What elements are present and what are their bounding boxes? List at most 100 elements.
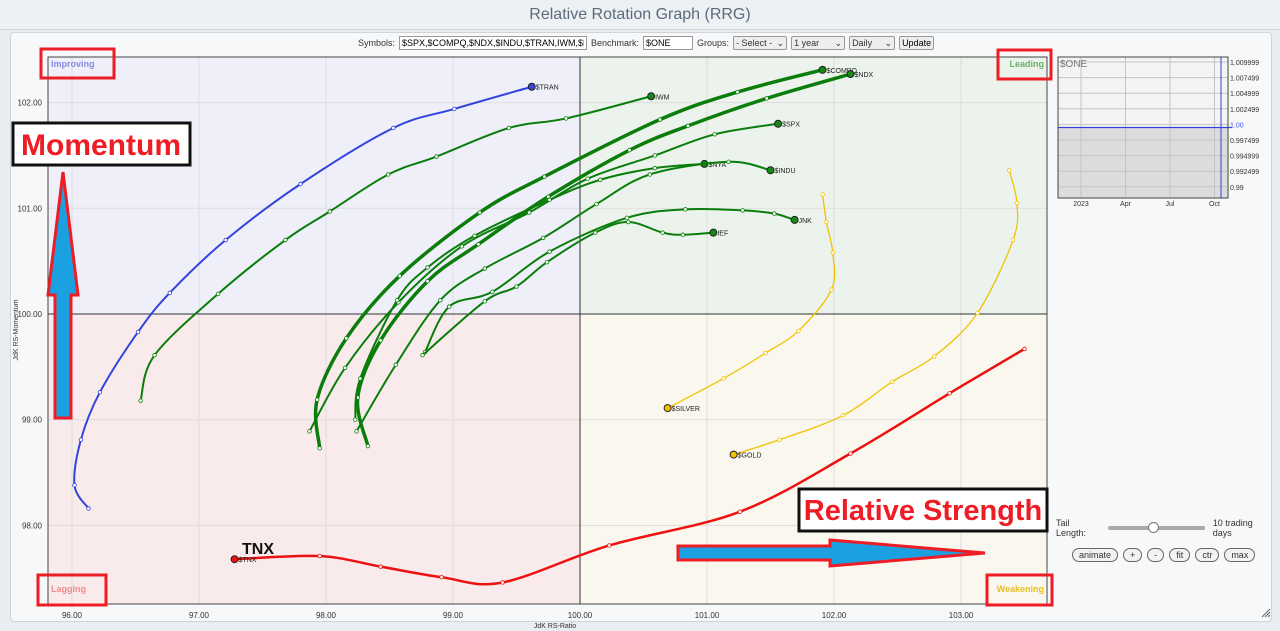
series-tail-point	[327, 209, 333, 214]
series-tail-point	[830, 250, 835, 255]
x-tick-label: 103.00	[949, 611, 974, 620]
series-tail-point	[1014, 200, 1020, 206]
groups-select[interactable]: - Select - ⌄	[733, 36, 788, 50]
series-tail-point	[829, 287, 834, 292]
control-button-3[interactable]: fit	[1169, 548, 1191, 562]
series-nya[interactable]: $NYA	[353, 159, 727, 422]
symbols-input[interactable]	[399, 36, 588, 50]
series-head-point[interactable]	[766, 166, 775, 175]
series-head-point[interactable]	[230, 555, 239, 564]
series-tail-point	[472, 233, 477, 238]
mini-y-tick: 1.007499	[1230, 76, 1259, 83]
series-tail-point	[544, 260, 550, 265]
series-head-point[interactable]	[663, 404, 672, 413]
update-button[interactable]: Update	[899, 36, 935, 50]
control-button-1[interactable]: +	[1123, 548, 1143, 562]
mini-x-tick: Jul	[1166, 201, 1175, 208]
series-tail-point	[563, 116, 569, 121]
series-label: $SILVER	[672, 406, 700, 413]
series-tail-point	[138, 398, 143, 403]
series-head-point[interactable]	[729, 450, 738, 459]
series-tail-point	[975, 310, 980, 316]
series-tail-point	[712, 132, 717, 137]
series-tail-point	[386, 172, 391, 177]
series-tail-point	[477, 210, 482, 215]
mini-x-tick: Apr	[1120, 201, 1132, 208]
series-tail-point	[593, 230, 598, 235]
page-title: Relative Rotation Graph (RRG)	[0, 0, 1280, 30]
series-tail-point	[627, 147, 632, 153]
series-tail-point	[740, 208, 745, 213]
annotation-box	[985, 573, 1054, 607]
tail-length-slider[interactable]	[1108, 522, 1205, 533]
y-axis-label: JdK RS-Momentum	[13, 299, 20, 360]
series-spx[interactable]: $SPX	[307, 119, 801, 434]
chevron-down-icon: ⌄	[776, 37, 785, 48]
series-tail-point	[824, 219, 829, 225]
control-button-4[interactable]: ctr	[1195, 548, 1220, 562]
series-tail-point	[764, 96, 769, 101]
series-head-point[interactable]	[790, 215, 799, 224]
series-tail-point	[947, 391, 952, 396]
resize-handle-icon[interactable]	[1261, 608, 1271, 618]
series-tran[interactable]: $TRAN	[72, 82, 559, 511]
series-label: $NDX	[855, 72, 874, 79]
series-tail-point	[1010, 237, 1016, 243]
series-tail	[308, 122, 779, 432]
mini-y-tick: 1.009999	[1230, 60, 1259, 67]
series-tail-point	[439, 574, 444, 580]
series-tail	[313, 68, 824, 449]
benchmark-input[interactable]	[643, 36, 694, 50]
quadrant-label-leading: Leading	[1009, 59, 1044, 69]
series-tail-point	[72, 483, 77, 488]
series-tail-point	[482, 266, 487, 271]
toolbar: Symbols: Benchmark: Groups: - Select -⌄ …	[358, 36, 935, 50]
series-label: $TRAN	[536, 85, 559, 92]
series-tail-point	[342, 365, 348, 371]
series-tail-point	[394, 298, 400, 303]
series-tail-point	[97, 390, 103, 395]
series-head-point[interactable]	[527, 82, 536, 91]
annotation-box	[996, 48, 1053, 81]
series-gold[interactable]: $GOLD	[729, 168, 1020, 460]
series-tail	[73, 85, 533, 510]
slider-handle[interactable]	[1148, 522, 1160, 533]
mini-y-tick: 0.99	[1230, 185, 1244, 192]
control-button-5[interactable]: max	[1224, 548, 1256, 562]
series-head-point[interactable]	[846, 70, 855, 79]
series-tail-point	[777, 437, 782, 442]
series-tail-point	[476, 242, 481, 247]
series-head-point[interactable]	[647, 92, 656, 101]
x-tick-label: 101.00	[695, 611, 720, 620]
groups-label: Groups:	[697, 38, 730, 48]
series-head-point[interactable]	[818, 65, 827, 74]
period-select[interactable]: 1 year ⌄	[791, 36, 846, 50]
series-head-point[interactable]	[709, 228, 718, 237]
series-tail-point	[344, 336, 349, 341]
series-tnx[interactable]: $TNX	[230, 346, 1027, 586]
control-button-2[interactable]: -	[1147, 548, 1165, 562]
series-tail-point	[683, 207, 688, 212]
control-button-0[interactable]: animate	[1072, 548, 1119, 562]
x-tick-label: 102.00	[822, 611, 847, 620]
series-indu[interactable]: $INDU	[354, 159, 796, 434]
series-compq[interactable]: $COMPQ	[313, 65, 857, 451]
series-head-point[interactable]	[774, 119, 783, 128]
series-tail-point	[660, 230, 665, 235]
annotation-box	[39, 47, 116, 80]
series-tail-point	[152, 353, 157, 358]
series-tail-point	[540, 235, 546, 241]
series-tail-point	[772, 211, 777, 216]
tnx-annotation: TNX	[242, 541, 274, 558]
series-tail-point	[721, 376, 726, 381]
frequency-select[interactable]: Daily ⌄	[849, 36, 896, 50]
quadrant-label-improving: Improving	[51, 59, 95, 69]
series-ief[interactable]: IEF	[420, 219, 729, 358]
chevron-down-icon: ⌄	[834, 37, 843, 48]
series-iwm[interactable]: IWM	[138, 92, 670, 403]
series-tail-point	[527, 210, 532, 215]
series-tail-point	[500, 580, 505, 585]
series-silver[interactable]: $SILVER	[663, 192, 836, 413]
series-tail-point	[726, 159, 731, 164]
